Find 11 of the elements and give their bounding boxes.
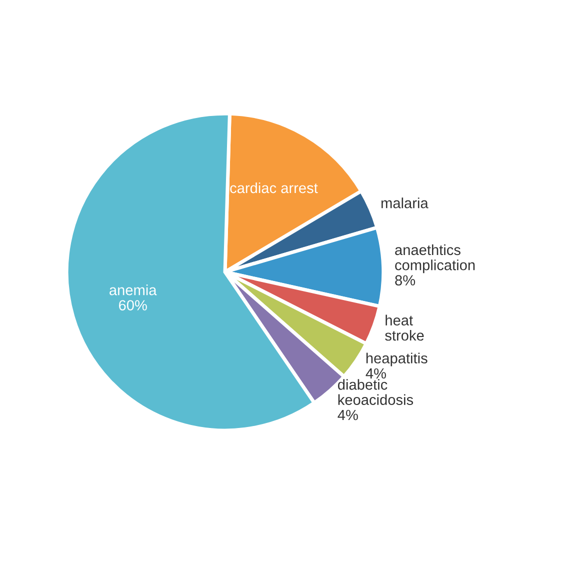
slice-label: malaria [382, 198, 428, 208]
slice-label: diabetic keoacidosis [338, 379, 414, 405]
data-label: 60% [119, 300, 147, 310]
data-label: 4% [338, 410, 358, 420]
slice-label: anemia [110, 284, 157, 296]
data-label: 8% [395, 275, 416, 286]
slice-label: anaethtics complication [395, 244, 475, 274]
slice-label: heapatitis [366, 352, 428, 366]
data-label: 4% [366, 368, 386, 379]
slice-label: cardiac arrest [230, 182, 318, 194]
slice-label: heat stroke [385, 314, 424, 341]
